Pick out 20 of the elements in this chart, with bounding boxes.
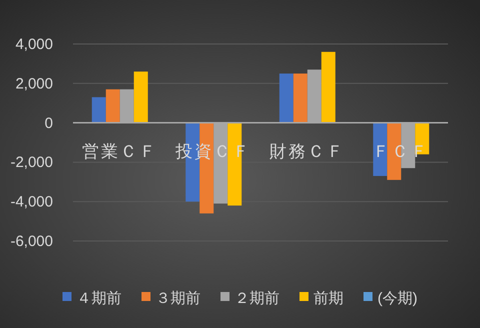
y-tick-label: -4,000 (10, 194, 53, 211)
legend-label: 前期 (314, 290, 344, 307)
y-tick-label: -2,000 (10, 154, 53, 172)
bar (321, 52, 336, 123)
bar (92, 97, 106, 123)
bar (279, 74, 294, 123)
legend-label: (今期) (378, 290, 418, 307)
y-tick-label: 0 (44, 114, 53, 132)
legend-label: ３期前 (156, 290, 200, 307)
y-tick-label: 2,000 (15, 75, 53, 92)
y-tick-label: -6,000 (10, 233, 53, 250)
bar (293, 74, 308, 123)
x-tick-label: 営業ＣＦ (82, 142, 158, 161)
bar (373, 122, 388, 176)
legend-label: ２期前 (234, 290, 280, 307)
y-tick-label: 4,000 (15, 36, 53, 53)
bar (134, 72, 148, 123)
x-tick-label: 財務ＣＦ (269, 142, 346, 161)
legend-label: ４期前 (76, 290, 122, 307)
bar (106, 89, 120, 123)
